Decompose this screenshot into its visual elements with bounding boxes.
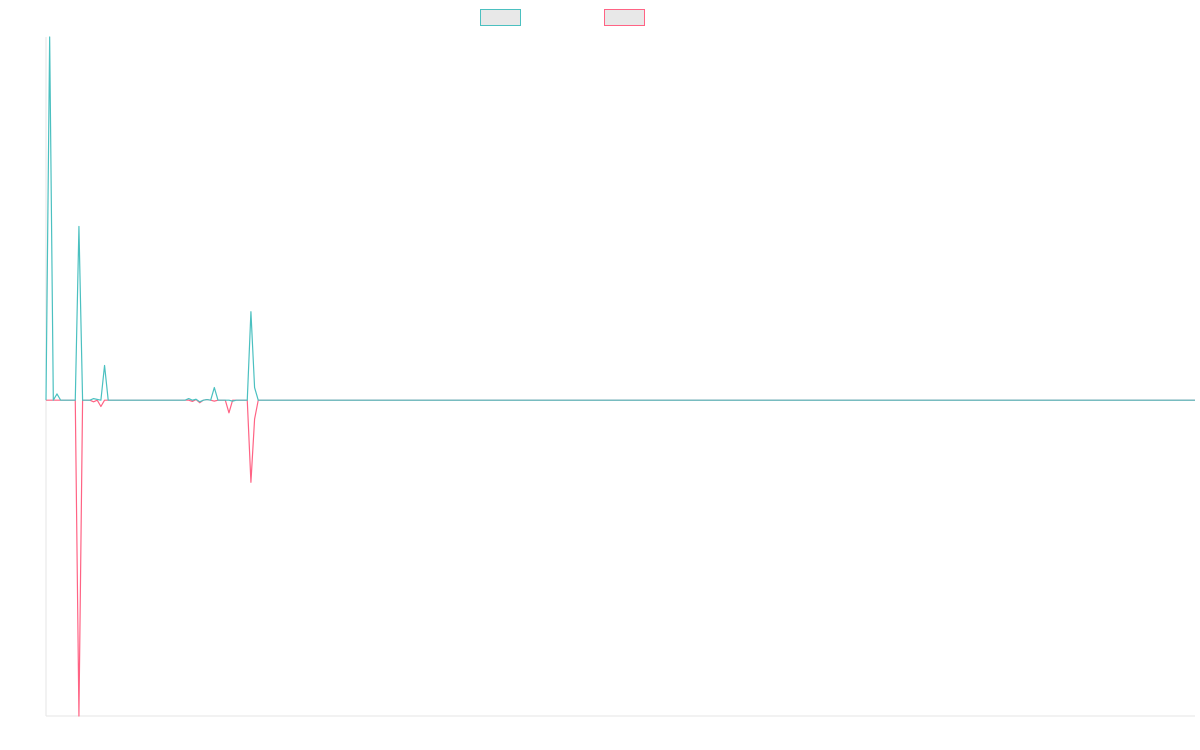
legend-item-1 — [480, 9, 521, 26]
legend-swatch-2 — [604, 9, 645, 26]
legend-swatch-1 — [480, 9, 521, 26]
series-line-1 — [45, 36, 1195, 403]
series-line-2 — [46, 398, 1195, 717]
legend-item-2 — [604, 9, 645, 26]
